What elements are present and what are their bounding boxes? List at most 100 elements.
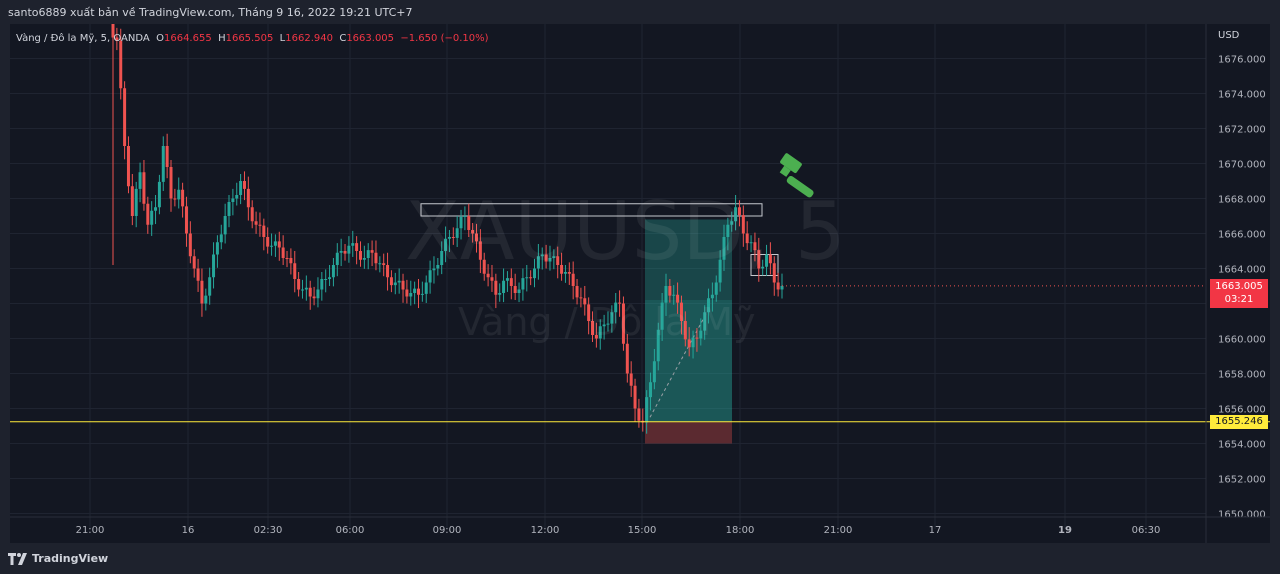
high-label: H [218, 33, 226, 44]
candle-body [757, 250, 761, 269]
y-tick-label: 1660.000 [1218, 335, 1266, 346]
candle-body [455, 228, 459, 238]
x-tick-label: 12:00 [531, 525, 560, 536]
candle-body [355, 243, 359, 251]
candle-body [358, 251, 362, 260]
candle-body [382, 263, 386, 265]
candle-body [227, 202, 231, 216]
candle-body [300, 289, 304, 291]
candle-body [548, 258, 552, 262]
candle-body [428, 270, 432, 283]
candle-body [196, 268, 200, 281]
candle-body [594, 335, 598, 339]
candle-body [331, 265, 335, 278]
publish-info: santo6889 xuất bản về TradingView.com, T… [8, 6, 413, 19]
currency-label[interactable]: USD [1218, 30, 1240, 41]
candle-body [726, 224, 730, 237]
candle-body [308, 287, 312, 297]
candle-body [563, 272, 567, 274]
candle-body [262, 225, 266, 237]
candle-body [475, 233, 479, 242]
candle-body [614, 302, 618, 313]
candle-body [602, 324, 606, 327]
candle-body [219, 234, 223, 243]
candle-body [374, 252, 378, 264]
candle-body [386, 265, 390, 278]
y-tick-label: 1674.000 [1218, 90, 1266, 101]
candle-body [169, 167, 173, 199]
candle-body [161, 146, 165, 182]
candle-body [362, 258, 366, 260]
candle-body [204, 295, 208, 304]
candle-body [312, 296, 316, 299]
x-tick-label: 06:00 [336, 525, 365, 536]
candle-body [239, 181, 243, 195]
resistance-box [420, 203, 763, 217]
candle-body [401, 280, 405, 290]
tradingview-logo[interactable]: TradingView [8, 552, 108, 565]
candle-body [571, 273, 575, 286]
y-tick-label: 1676.000 [1218, 55, 1266, 66]
symbol-label: Vàng / Đô la Mỹ, 5, OANDA [16, 33, 150, 44]
candle-body [235, 195, 239, 199]
candle-body [378, 263, 382, 265]
y-tick-label: 1658.000 [1218, 370, 1266, 381]
candle-body [536, 256, 540, 269]
candle-body [768, 254, 772, 264]
candle-body [478, 241, 482, 260]
candle-body [618, 302, 622, 304]
candle-body [397, 280, 401, 283]
candle-body [703, 312, 707, 331]
candle-body [409, 293, 413, 297]
candle-body [734, 207, 738, 222]
candle-body [610, 312, 614, 324]
bar-countdown: 03:21 [1224, 294, 1254, 305]
candle-body [505, 278, 509, 281]
candle-body [242, 181, 246, 189]
level-price-tag: 1655.246 [1210, 415, 1268, 429]
candle-body [753, 242, 757, 251]
candle-body [656, 329, 660, 362]
chart-panel[interactable]: 1650.000 1652.000 1654.000 1656.000 1658.000… [10, 24, 1270, 543]
close-value: 1663.005 [346, 33, 395, 44]
candle-body [521, 278, 525, 290]
candle-body [761, 266, 765, 269]
ohlc-legend: Vàng / Đô la Mỹ, 5, OANDA O1664.655 H166… [16, 33, 489, 44]
candle-body [463, 216, 467, 217]
candle-body [123, 88, 127, 146]
x-tick-label: 02:30 [254, 525, 283, 536]
candle-body [529, 277, 533, 279]
candle-body [645, 397, 649, 423]
candle-body [173, 198, 177, 200]
price-chart[interactable]: 1650.000 1652.000 1654.000 1656.000 1658.000… [10, 24, 1270, 543]
candle-body [215, 242, 219, 255]
candle-body [525, 277, 529, 279]
candle-body [467, 216, 471, 230]
candle-body [447, 237, 451, 239]
candle-body [115, 37, 119, 41]
candle-body [138, 172, 142, 189]
candle-body [556, 256, 560, 265]
candle-body [637, 408, 641, 421]
candle-body [668, 286, 672, 296]
candle-body [765, 254, 769, 267]
change-value: −1.650 (−0.10%) [400, 33, 489, 44]
candle-body [699, 330, 703, 339]
candle-body [366, 250, 370, 258]
y-tick-label: 1664.000 [1218, 265, 1266, 276]
candle-body [687, 339, 691, 348]
candle-body [258, 224, 262, 226]
candle-body [328, 277, 332, 279]
y-tick-label: 1672.000 [1218, 125, 1266, 136]
candle-body [420, 293, 424, 295]
close-label: C [339, 33, 347, 44]
candle-body [575, 286, 579, 298]
candle-body [633, 385, 637, 409]
x-tick-label: 21:00 [76, 525, 105, 536]
candle-body [339, 251, 343, 253]
candle-body [621, 303, 625, 344]
candle-body [776, 282, 780, 290]
candle-body [533, 268, 537, 279]
candle-body [335, 252, 339, 265]
brand-name: TradingView [32, 552, 109, 565]
